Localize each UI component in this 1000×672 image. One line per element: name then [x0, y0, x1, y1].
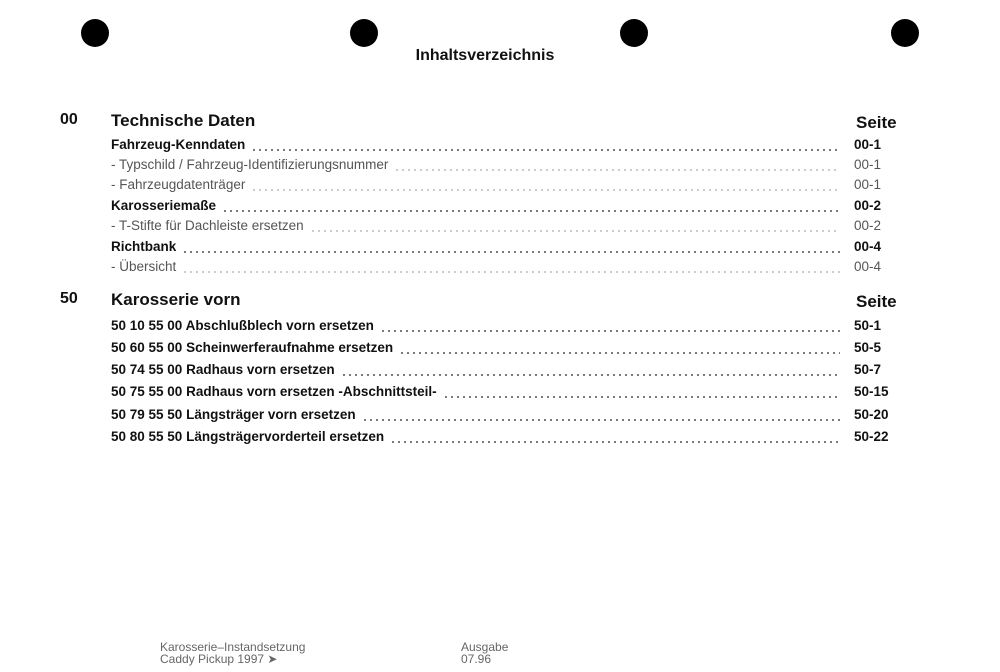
toc-entry[interactable]: - Typschild / Fahrzeug-Identifizierungsn… — [111, 157, 898, 175]
entry-label: - T-Stifte für Dachleiste ersetzen — [111, 218, 304, 233]
entry-label: 50 75 55 00 Radhaus vorn ersetzen -Absch… — [111, 384, 437, 399]
section-title: Karosserie vorn — [111, 290, 241, 309]
dot-leader — [222, 210, 840, 212]
dot-leader — [390, 441, 840, 443]
footer-edition: Ausgabe 07.96 — [461, 641, 508, 665]
entry-page: 50-22 — [854, 429, 889, 444]
toc-entry[interactable]: Richtbank 00-4 — [111, 239, 898, 257]
entry-page: 00-4 — [854, 259, 882, 274]
entry-page: 50-7 — [854, 362, 882, 377]
toc-entry[interactable]: 50 60 55 00 Scheinwerferaufnahme ersetze… — [111, 340, 898, 358]
entry-label: 50 74 55 00 Radhaus vorn ersetzen — [111, 362, 335, 377]
entry-page: 00-2 — [854, 198, 882, 213]
dot-leader — [309, 230, 840, 232]
entry-page: 00-1 — [854, 177, 882, 192]
punch-hole — [620, 19, 648, 47]
dot-leader — [379, 330, 840, 332]
footer-line2: Caddy Pickup 1997 ➤ — [160, 652, 278, 666]
entry-page: 50-5 — [854, 340, 882, 355]
edition-label: Ausgabe — [461, 640, 509, 654]
entry-label: Richtbank — [111, 239, 177, 254]
toc-entry[interactable]: 50 74 55 00 Radhaus vorn ersetzen 50-7 — [111, 362, 898, 380]
punch-hole — [81, 19, 109, 47]
dot-leader — [251, 149, 840, 151]
toc-entry[interactable]: 50 79 55 50 Längsträger vorn ersetzen 50-… — [111, 407, 898, 425]
entry-page: 00-4 — [854, 239, 882, 254]
entry-label: 50 80 55 50 Längsträgervorderteil ersetz… — [111, 429, 385, 444]
dot-leader — [340, 374, 840, 376]
toc-entry[interactable]: Fahrzeug-Kenndaten 00-1 — [111, 137, 898, 155]
entry-page: 50-1 — [854, 318, 882, 333]
entry-label: Fahrzeug-Kenndaten — [111, 137, 246, 152]
section-number: 50 — [60, 290, 78, 307]
footer-line1: Karosserie–Instandsetzung — [160, 640, 306, 654]
punch-hole — [891, 19, 919, 47]
toc-entry[interactable]: Karosseriemaße 00-2 — [111, 198, 898, 216]
entry-page: 00-1 — [854, 157, 882, 172]
page-title: Inhaltsverzeichnis — [415, 47, 555, 64]
entry-label: 50 10 55 00 Abschlußblech vorn ersetzen — [111, 318, 374, 333]
dot-leader — [394, 169, 840, 171]
dot-leader — [442, 396, 840, 398]
entry-label: - Fahrzeugdatenträger — [111, 177, 246, 192]
dot-leader — [182, 251, 840, 253]
toc-entry[interactable]: - T-Stifte für Dachleiste ersetzen 00-2 — [111, 218, 898, 236]
section-title: Technische Daten — [111, 111, 256, 130]
entry-label: 50 60 55 00 Scheinwerferaufnahme ersetze… — [111, 340, 394, 355]
entry-page: 50-15 — [854, 384, 889, 399]
dot-leader — [182, 271, 840, 273]
entry-label: Karosseriemaße — [111, 198, 217, 213]
entry-page: 00-2 — [854, 218, 882, 233]
entry-label: - Typschild / Fahrzeug-Identifizierungsn… — [111, 157, 389, 172]
page-column-header: Seite — [856, 113, 897, 132]
punch-hole — [350, 19, 378, 47]
dot-leader — [399, 352, 840, 354]
toc-entry[interactable]: 50 80 55 50 Längsträgervorderteil ersetz… — [111, 429, 898, 447]
edition-value: 07.96 — [461, 652, 492, 666]
entry-page: 00-1 — [854, 137, 882, 152]
toc-entry[interactable]: 50 10 55 00 Abschlußblech vorn ersetzen 5… — [111, 318, 898, 336]
footer-manual: Karosserie–Instandsetzung Caddy Pickup 1… — [160, 641, 305, 665]
toc-entry[interactable]: 50 75 55 00 Radhaus vorn ersetzen -Absch… — [111, 384, 898, 402]
entry-label: - Übersicht — [111, 259, 177, 274]
entry-label: 50 79 55 50 Längsträger vorn ersetzen — [111, 407, 356, 422]
toc-entry[interactable]: - Fahrzeugdatenträger 00-1 — [111, 177, 898, 195]
dot-leader — [361, 419, 840, 421]
toc-entry[interactable]: - Übersicht 00-4 — [111, 259, 898, 277]
entry-page: 50-20 — [854, 407, 889, 422]
dot-leader — [251, 189, 840, 191]
page-column-header: Seite — [856, 292, 897, 311]
section-number: 00 — [60, 111, 78, 128]
